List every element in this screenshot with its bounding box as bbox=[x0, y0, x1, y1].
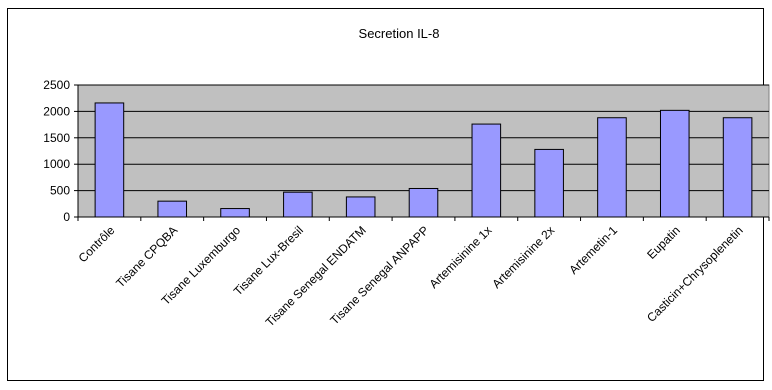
bar bbox=[471, 123, 502, 218]
bar bbox=[157, 200, 188, 218]
bars bbox=[94, 102, 753, 218]
x-tick-label: Artemisinine 2x bbox=[489, 223, 557, 291]
y-axis-ticks: 0 500 1000 1500 2000 2500 bbox=[43, 78, 78, 224]
bar bbox=[534, 148, 564, 218]
x-tick-label: Tisane CPQBA bbox=[113, 223, 180, 290]
y-tick-label: 0 bbox=[63, 210, 70, 224]
x-tick-label: Artemetin-1 bbox=[566, 223, 620, 277]
bar bbox=[345, 196, 376, 218]
bar bbox=[94, 102, 125, 218]
bar bbox=[220, 208, 250, 218]
y-tick-label: 500 bbox=[50, 184, 70, 198]
y-tick-label: 2500 bbox=[43, 78, 70, 92]
bar bbox=[722, 117, 753, 218]
bar bbox=[408, 187, 439, 218]
y-tick-label: 1500 bbox=[43, 131, 70, 145]
axes bbox=[77, 85, 769, 218]
bar bbox=[597, 117, 627, 218]
x-tick-label: Tisane Senegal ENDATM bbox=[263, 223, 369, 329]
y-tick-label: 1000 bbox=[43, 157, 70, 171]
gridlines bbox=[78, 84, 769, 192]
bar bbox=[283, 191, 313, 218]
x-tick-label: Artemisinine 1x bbox=[427, 223, 495, 291]
chart-title: Secretion IL-8 bbox=[359, 26, 440, 41]
bar bbox=[659, 109, 690, 218]
x-tick-label: Eupatin bbox=[644, 223, 683, 262]
y-tick-label: 2000 bbox=[43, 104, 70, 118]
x-tick-label: Contrôle bbox=[76, 223, 118, 265]
